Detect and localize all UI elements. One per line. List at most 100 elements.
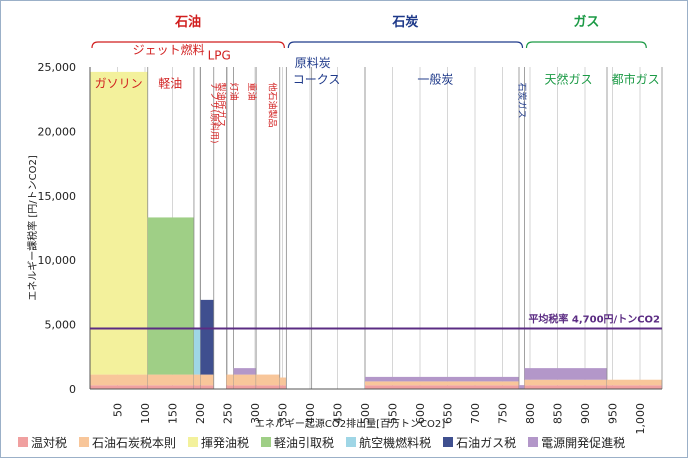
y-tick-label: 20,000 (38, 125, 77, 138)
fuel-label: 一般炭 (417, 72, 453, 87)
bar-segment (193, 374, 201, 386)
legend-label: 電源開発促進税 (541, 435, 626, 450)
bar-segment (607, 379, 662, 386)
x-tick-label: 800 (524, 403, 537, 424)
group-label: ガス (573, 15, 599, 30)
legend-swatch (443, 437, 454, 447)
legend-label: 航空機燃料税 (359, 435, 432, 450)
group-bracket (91, 41, 285, 49)
bar-segment (365, 376, 519, 382)
x-tick-label: 250 (222, 403, 235, 424)
x-tick-label: 350 (277, 403, 290, 424)
fuel-label: 製油所ガス (216, 82, 228, 127)
legend-label: 温対税 (31, 435, 68, 450)
fuel-label: 軽油 (158, 77, 182, 91)
bar-segment (524, 385, 607, 389)
bar-segment (90, 71, 148, 375)
fuel-label: 天然ガス (544, 72, 592, 87)
bar-segment (90, 374, 148, 386)
legend-swatch (79, 437, 90, 447)
fuel-label: ガソリン (95, 77, 143, 91)
y-tick-label: 15,000 (38, 190, 77, 203)
legend-item: 航空機燃料税 (346, 434, 431, 451)
x-tick-label: 600 (414, 403, 427, 424)
legend-item: 軽油引取税 (261, 434, 334, 451)
x-tick-label: 550 (387, 403, 400, 424)
legend-swatch (188, 437, 199, 447)
bar-segment (200, 374, 214, 386)
bar-segment (147, 385, 194, 389)
legend-item: 揮発油税 (188, 434, 249, 451)
fuel-label: 都市ガス (612, 72, 660, 87)
bar-segment (200, 299, 214, 375)
x-tick-label: 300 (249, 403, 262, 424)
bar-segment (147, 374, 194, 386)
bar-segment (279, 377, 287, 386)
fuel-label: 灯油 (228, 82, 240, 100)
bar-segment (233, 374, 257, 386)
bar-segment (524, 379, 607, 386)
legend-item: 電源開発促進税 (528, 434, 625, 451)
x-tick-label: 900 (579, 403, 592, 424)
legend-label: 揮発油税 (201, 435, 250, 450)
bar-segment (256, 374, 280, 386)
bar-segment (147, 217, 194, 375)
x-axis-label: エネルギー起源CO2排出量[百万トンCO2] (255, 417, 445, 430)
legend-swatch (18, 437, 28, 447)
x-tick-label: 50 (112, 403, 125, 417)
legend-item: 石油ガス税 (443, 434, 516, 451)
legend-label: 石油ガス税 (456, 435, 517, 450)
x-tick-label: 850 (552, 403, 565, 424)
bar-segment (233, 368, 257, 375)
fuel-label: ナフサ(原料用) (209, 82, 221, 143)
bar-segment (365, 385, 519, 389)
y-tick-label: 10,000 (38, 254, 77, 267)
x-tick-label: 650 (442, 403, 455, 424)
bar-segment (193, 385, 201, 389)
x-tick-label: 500 (359, 403, 372, 424)
bar-segment (233, 385, 257, 389)
bar-segment (200, 385, 214, 389)
bar-segment (226, 374, 234, 386)
fuel-label: 他石油製品 (266, 82, 278, 127)
y-tick-label: 0 (69, 383, 76, 396)
x-tick-label: 950 (607, 403, 620, 424)
x-tick-label: 700 (469, 403, 482, 424)
y-tick-label: 25,000 (38, 61, 77, 74)
legend-swatch (261, 437, 272, 447)
group-bracket (525, 41, 647, 49)
legend-swatch (528, 437, 539, 447)
legend-item: 温対税 (18, 434, 67, 451)
fuel-label: コークス (293, 73, 341, 87)
y-tick-label: 5,000 (45, 319, 77, 332)
bar-segment (607, 385, 662, 389)
group-label: 石炭 (391, 14, 418, 30)
fuel-label: ジェット燃料 (133, 42, 205, 57)
average-label: 平均税率 4,700円/トンCO2 (528, 312, 660, 325)
x-tick-label: 200 (194, 403, 207, 424)
bar-segment (90, 385, 148, 389)
x-tick-label: 1,000 (634, 403, 647, 435)
x-tick-label: 100 (139, 403, 152, 424)
legend-item: 石油石炭税本則 (79, 434, 176, 451)
fuel-label: 重油 (246, 82, 258, 100)
bar-segment (279, 385, 287, 389)
legend-label: 石油石炭税本則 (92, 435, 177, 450)
fuel-label: 石炭ガス (516, 82, 527, 118)
legend-swatch (346, 437, 357, 447)
bar-segment (193, 329, 201, 375)
x-tick-label: 150 (167, 403, 180, 424)
group-label: 石油 (174, 14, 201, 30)
fuel-label: 原料炭 (295, 56, 331, 70)
bar-segment (365, 381, 519, 386)
y-axis-label: エネルギー課税率 [円/トンCO2] (26, 155, 39, 301)
group-bracket (287, 41, 524, 49)
legend: 温対税 石油石炭税本則 揮発油税 軽油引取税 航空機燃料税 石油ガス税 電源開発… (18, 433, 637, 451)
bar-segment (519, 385, 525, 389)
fuel-label: LPG (208, 48, 231, 62)
legend-label: 軽油引取税 (274, 435, 335, 450)
bar-segment (256, 385, 280, 389)
x-tick-label: 750 (497, 403, 510, 424)
